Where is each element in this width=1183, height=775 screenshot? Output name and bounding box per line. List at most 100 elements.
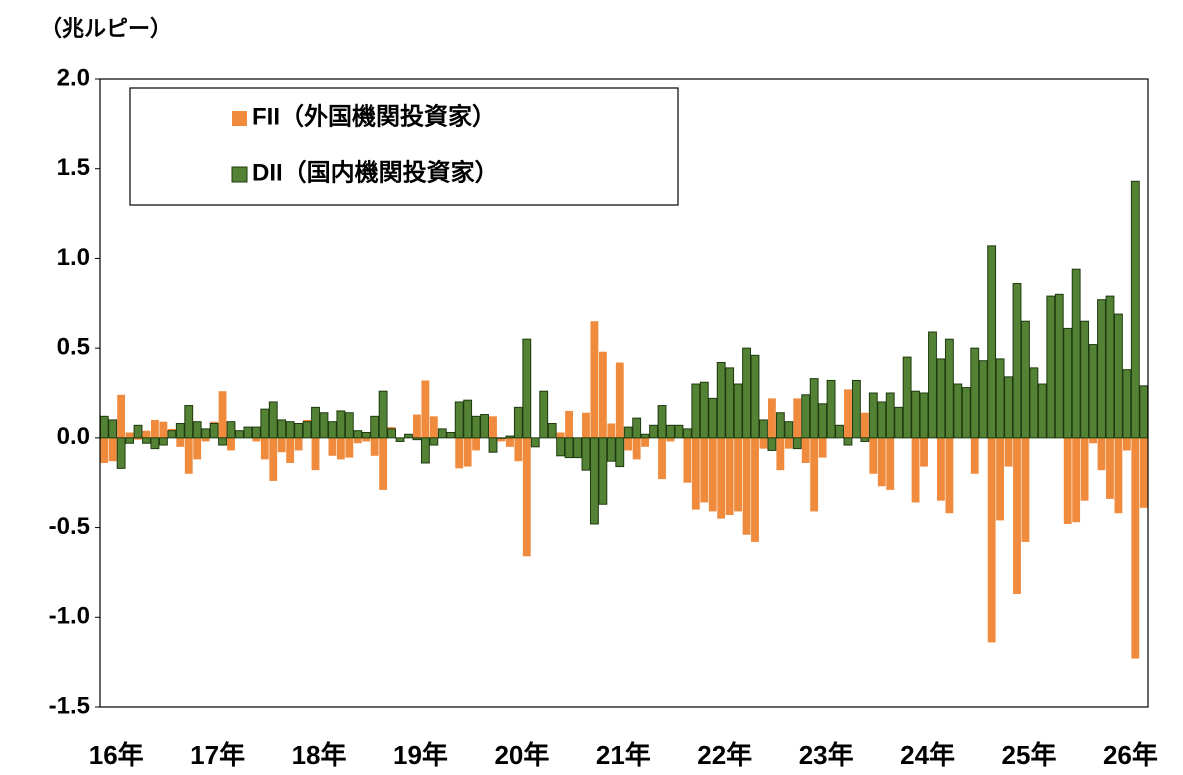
bar <box>801 437 810 463</box>
x-tick-label: 23年 <box>799 740 854 770</box>
bar <box>361 431 371 439</box>
bar <box>640 433 650 439</box>
bar <box>167 430 177 439</box>
bar <box>835 424 844 439</box>
bar <box>657 405 667 439</box>
bar <box>996 437 1005 521</box>
bar <box>463 399 473 439</box>
bar <box>201 437 210 442</box>
bar <box>641 437 650 447</box>
bar <box>125 432 134 438</box>
bar <box>606 437 616 462</box>
bar <box>987 245 997 439</box>
bar <box>277 419 287 439</box>
bar <box>700 437 709 503</box>
bar <box>150 437 160 450</box>
bar <box>582 412 590 438</box>
bar <box>108 437 117 462</box>
bar <box>607 423 616 438</box>
bar <box>937 437 945 501</box>
bar <box>209 423 219 439</box>
bar <box>632 437 641 460</box>
bar <box>480 414 489 439</box>
bar <box>522 437 531 557</box>
y-tick-label: 1.5 <box>57 154 90 181</box>
bar <box>1097 437 1106 471</box>
bar <box>1113 313 1123 439</box>
bar <box>269 437 278 481</box>
bar <box>404 433 413 439</box>
bar <box>218 437 227 446</box>
bar <box>125 437 135 444</box>
bar <box>472 437 481 451</box>
bar <box>539 390 549 439</box>
bar <box>556 437 566 457</box>
bar <box>488 437 498 453</box>
bar <box>556 432 565 438</box>
bar <box>810 437 819 512</box>
bar <box>134 437 142 440</box>
legend-swatch <box>231 166 248 183</box>
bar <box>767 398 776 438</box>
bar <box>615 362 624 438</box>
bar <box>944 338 954 439</box>
bar <box>699 381 709 439</box>
bar <box>995 358 1005 439</box>
bar <box>387 428 397 439</box>
bar <box>362 437 371 442</box>
bar <box>193 437 202 460</box>
bar <box>294 423 304 439</box>
bar <box>1105 295 1115 439</box>
bar <box>1139 385 1149 439</box>
bar <box>945 437 954 514</box>
bar <box>336 437 345 460</box>
bar <box>725 367 735 439</box>
bar <box>235 430 244 439</box>
x-tick-label: 25年 <box>1002 740 1057 770</box>
bar <box>413 414 421 438</box>
bar <box>734 437 743 512</box>
bar <box>860 437 870 442</box>
bar <box>784 437 793 449</box>
bar <box>158 437 168 446</box>
bar <box>589 437 599 525</box>
bar <box>345 437 354 458</box>
legend-label: DII（国内機関投資家） <box>252 158 499 186</box>
bar <box>1004 437 1013 467</box>
bar <box>759 437 768 449</box>
bar <box>530 437 540 448</box>
bar <box>353 430 363 439</box>
bar <box>1088 344 1098 439</box>
bar <box>666 437 675 442</box>
bar <box>513 406 523 439</box>
bar <box>877 437 886 487</box>
bar <box>886 437 895 490</box>
bar <box>268 401 278 439</box>
bar <box>775 412 785 439</box>
bar <box>1130 180 1140 439</box>
bar <box>961 387 971 439</box>
unit-label: （兆ルピー） <box>40 16 172 41</box>
bar <box>598 437 608 505</box>
bar <box>116 437 126 469</box>
bar <box>151 419 159 438</box>
bar <box>682 428 692 439</box>
bar <box>623 426 633 439</box>
bar <box>421 380 430 438</box>
bar <box>175 423 185 439</box>
bar <box>201 428 211 439</box>
bar <box>826 379 836 439</box>
bar <box>1106 437 1114 499</box>
bar <box>379 437 388 490</box>
bar <box>708 437 717 512</box>
bar <box>184 437 193 474</box>
bar <box>581 437 591 471</box>
bar <box>353 437 362 444</box>
bar <box>429 416 438 438</box>
bar <box>851 379 861 439</box>
bar <box>843 437 853 446</box>
x-tick-label: 16年 <box>89 740 144 770</box>
bar <box>100 437 109 463</box>
bar <box>277 437 286 453</box>
